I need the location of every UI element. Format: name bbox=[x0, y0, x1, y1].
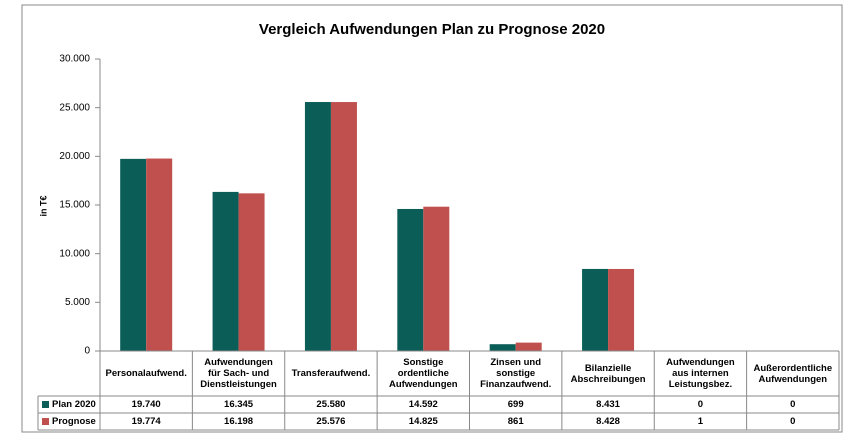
bar bbox=[120, 158, 147, 351]
bar bbox=[397, 208, 424, 351]
chart-title: Vergleich Aufwendungen Plan zu Prognose … bbox=[259, 21, 605, 38]
y-axis-label: in T€ bbox=[38, 195, 48, 216]
data-label: 1 bbox=[697, 416, 704, 427]
bar bbox=[304, 102, 331, 351]
bar bbox=[608, 268, 635, 351]
category-label: Transferaufwend. bbox=[291, 368, 371, 379]
data-label: 14.825 bbox=[408, 416, 438, 427]
data-label: 14.592 bbox=[408, 399, 438, 410]
category-label: Zinsen und sonstige Finanzaufwend. bbox=[480, 357, 552, 390]
y-tick-label: 10.000 bbox=[59, 248, 90, 259]
data-label: 0 bbox=[697, 399, 704, 410]
y-tick-label: 30.000 bbox=[59, 54, 90, 65]
data-label: 699 bbox=[507, 399, 524, 410]
bar bbox=[330, 102, 357, 351]
data-label: 25.580 bbox=[316, 399, 346, 410]
y-tick-label: 5.000 bbox=[65, 297, 90, 308]
data-label: 19.774 bbox=[131, 416, 161, 427]
legend-swatch bbox=[42, 401, 49, 408]
bar bbox=[423, 206, 450, 351]
y-tick-label: 15.000 bbox=[59, 200, 90, 211]
legend-label: Prognose bbox=[52, 416, 96, 427]
data-label: 0 bbox=[790, 399, 796, 410]
category-label: Aufwendungen für Sach- und Dienstleistun… bbox=[200, 357, 277, 390]
y-tick-label: 25.000 bbox=[59, 102, 90, 113]
data-label: 16.198 bbox=[224, 416, 254, 427]
data-label: 8.431 bbox=[596, 399, 620, 410]
data-label: 16.345 bbox=[224, 399, 254, 410]
data-label: 0 bbox=[790, 416, 796, 427]
legend-entry: Prognose bbox=[38, 413, 100, 430]
category-label: Außerordentliche Aufwendungen bbox=[753, 362, 833, 385]
bar bbox=[238, 193, 265, 351]
bar bbox=[489, 344, 516, 351]
category-label: Bilanzielle Abschreibungen bbox=[570, 362, 646, 385]
legend-swatch bbox=[42, 418, 49, 425]
y-tick-label: 20.000 bbox=[59, 151, 90, 162]
bar bbox=[515, 342, 542, 351]
bar bbox=[212, 191, 239, 351]
category-label: Aufwendungen aus internen Leistungsbez. bbox=[666, 357, 735, 390]
category-label: Personalaufwend. bbox=[105, 368, 187, 379]
data-label: 19.740 bbox=[131, 399, 161, 410]
bar bbox=[146, 158, 173, 351]
legend-label: Plan 2020 bbox=[52, 399, 96, 410]
data-label: 25.576 bbox=[316, 416, 346, 427]
category-label: Sonstige ordentliche Aufwendungen bbox=[389, 357, 458, 390]
data-label: 861 bbox=[507, 416, 524, 427]
y-tick-label: 0 bbox=[84, 346, 90, 357]
bar bbox=[582, 268, 609, 351]
legend-entry: Plan 2020 bbox=[38, 396, 100, 413]
data-label: 8.428 bbox=[596, 416, 620, 427]
